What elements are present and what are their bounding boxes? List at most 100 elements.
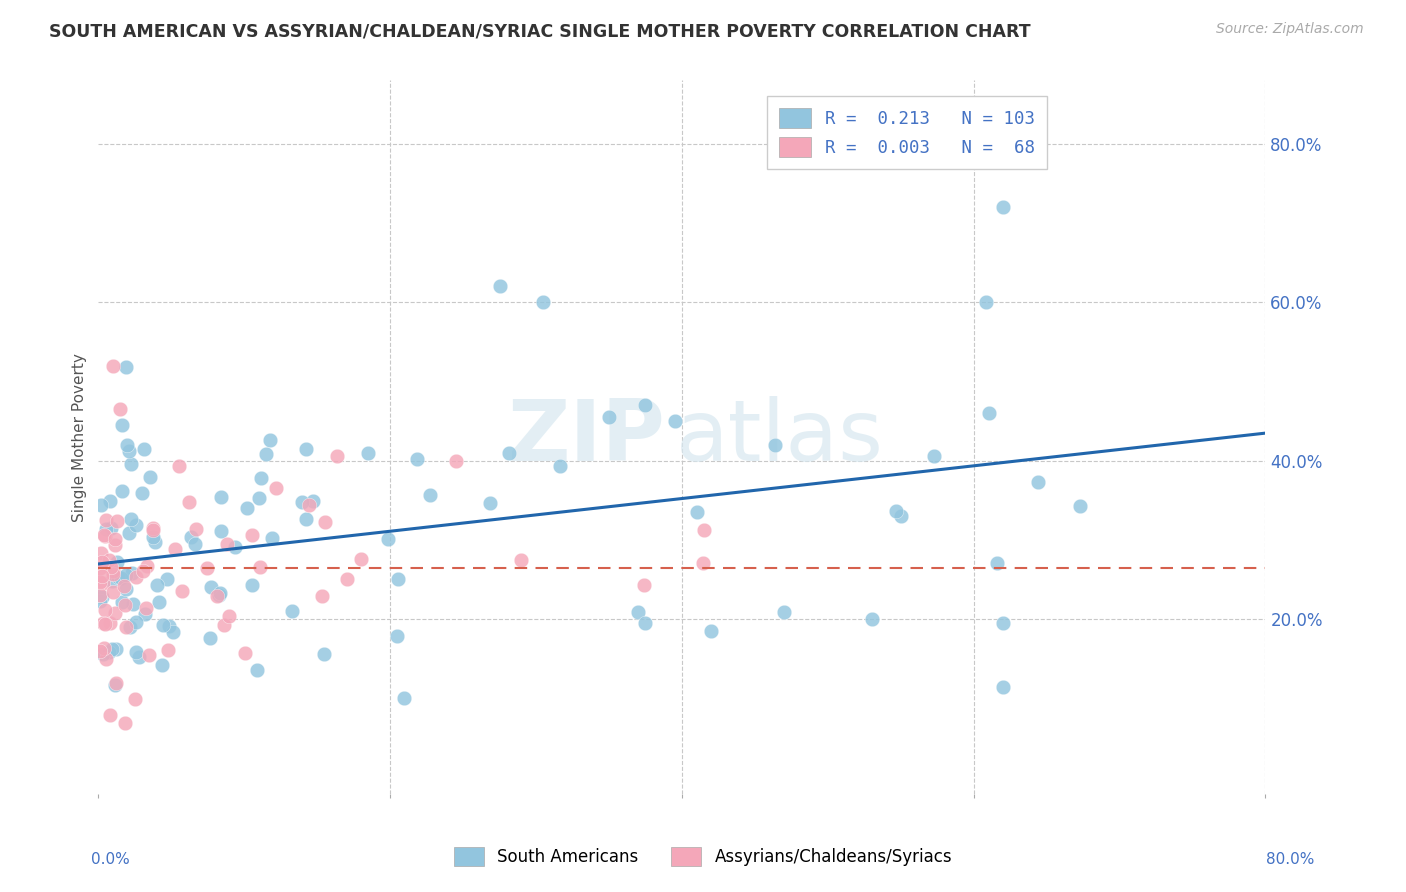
Point [104,537,127,551]
Point [156,573,179,587]
Point [115,437,138,451]
Point [114,568,136,582]
Point [101,584,124,599]
Point [111,418,134,433]
Point [121,566,143,581]
Point [488,279,510,293]
Point [336,572,359,586]
Text: SOUTH AMERICAN VS ASSYRIAN/CHALDEAN/SYRIAC SINGLE MOTHER POVERTY CORRELATION CHA: SOUTH AMERICAN VS ASSYRIAN/CHALDEAN/SYRI… [49,22,1031,40]
Point [700,624,723,639]
Point [110,571,132,585]
Point [111,483,134,498]
Point [104,532,127,546]
Point [634,398,657,412]
Point [890,509,912,524]
Point [773,605,796,619]
Point [101,359,124,373]
Point [195,561,218,575]
Point [205,589,228,603]
Point [184,537,207,551]
Point [98,494,121,508]
Point [387,629,409,643]
Point [104,641,127,656]
Point [281,603,304,617]
Point [114,582,136,597]
Point [1069,500,1091,514]
Point [90,546,112,560]
Point [884,504,907,518]
Point [94,652,117,666]
Point [135,559,157,574]
Point [686,505,709,519]
Point [377,532,399,546]
Point [693,523,716,537]
Point [986,556,1008,570]
Point [142,521,165,535]
Text: 0.0%: 0.0% [91,852,131,867]
Point [110,402,132,417]
Point [627,605,650,619]
Point [249,559,271,574]
Point [114,715,136,730]
Point [633,578,655,592]
Point [124,691,146,706]
Point [125,645,148,659]
Point [93,647,115,661]
Point [387,572,409,586]
Point [98,616,121,631]
Point [157,619,180,633]
Point [295,442,318,457]
Point [94,522,117,536]
Point [101,574,124,589]
Point [101,567,124,582]
Point [163,542,186,557]
Point [89,593,111,607]
Point [224,540,246,554]
Point [991,616,1014,631]
Point [115,620,138,634]
Point [860,612,883,626]
Point [139,470,162,484]
Point [91,616,114,631]
Point [125,615,148,630]
Text: ZIP: ZIP [506,395,665,479]
Point [233,646,256,660]
Point [664,414,686,428]
Point [157,642,180,657]
Point [240,578,263,592]
Point [991,680,1014,694]
Point [125,570,148,584]
Point [235,501,257,516]
Point [100,560,122,574]
Point [104,676,127,690]
Point [264,481,287,495]
Point [548,458,571,473]
Point [1026,475,1049,489]
Point [103,564,125,578]
Point [254,447,277,461]
Point [478,496,501,510]
Point [991,200,1014,214]
Point [90,590,112,604]
Point [120,457,142,471]
Point [162,624,184,639]
Point [91,555,114,569]
Point [179,494,201,508]
Point [107,570,129,584]
Point [357,446,380,460]
Point [302,493,325,508]
Point [114,598,136,612]
Point [208,588,231,602]
Point [120,512,142,526]
Point [312,647,335,661]
Point [89,588,111,602]
Point [217,537,239,551]
Point [510,553,533,567]
Point [259,434,281,448]
Point [89,561,111,575]
Point [118,526,141,541]
Point [134,442,156,456]
Point [115,360,138,375]
Point [97,553,120,567]
Point [111,595,134,609]
